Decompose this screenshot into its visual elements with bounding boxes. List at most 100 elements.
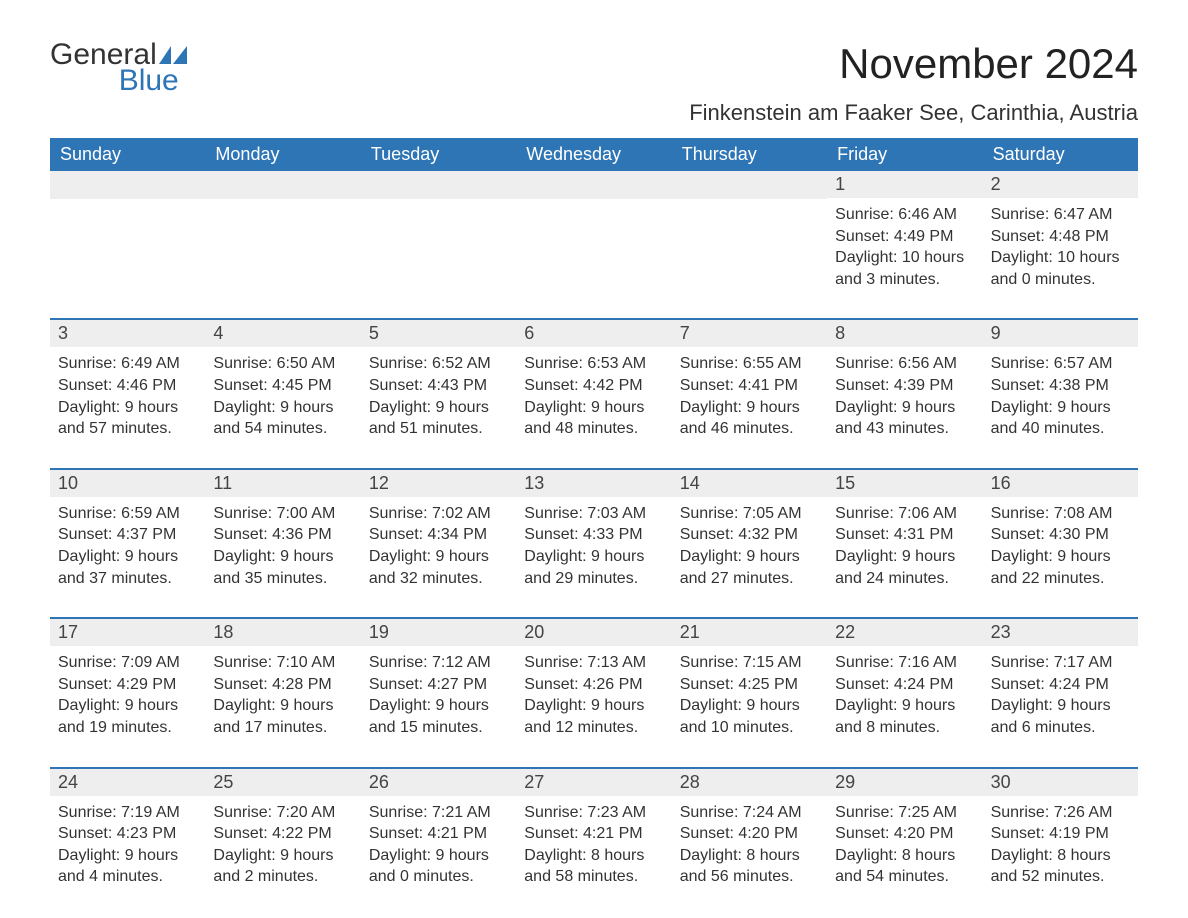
daylight-line: Daylight: 9 hours and 29 minutes.	[524, 546, 663, 589]
sunrise-line: Sunrise: 7:10 AM	[213, 652, 352, 674]
daylight-line: Daylight: 9 hours and 22 minutes.	[991, 546, 1130, 589]
logo-sail-icon	[159, 46, 187, 64]
day-details: Sunrise: 6:55 AMSunset: 4:41 PMDaylight:…	[672, 347, 827, 439]
dow-cell: Monday	[205, 138, 360, 171]
sunrise-line: Sunrise: 7:20 AM	[213, 802, 352, 824]
day-number: 30	[983, 769, 1138, 796]
daylight-line: Daylight: 10 hours and 0 minutes.	[991, 247, 1130, 290]
day-details: Sunrise: 6:57 AMSunset: 4:38 PMDaylight:…	[983, 347, 1138, 439]
calendar: SundayMondayTuesdayWednesdayThursdayFrid…	[50, 138, 1138, 888]
blank-cell	[516, 171, 671, 290]
sunrise-line: Sunrise: 7:09 AM	[58, 652, 197, 674]
day-cell: 6Sunrise: 6:53 AMSunset: 4:42 PMDaylight…	[516, 320, 671, 439]
day-cell: 17Sunrise: 7:09 AMSunset: 4:29 PMDayligh…	[50, 619, 205, 738]
day-details: Sunrise: 6:50 AMSunset: 4:45 PMDaylight:…	[205, 347, 360, 439]
day-cell: 28Sunrise: 7:24 AMSunset: 4:20 PMDayligh…	[672, 769, 827, 888]
daylight-line: Daylight: 9 hours and 19 minutes.	[58, 695, 197, 738]
day-number: 4	[205, 320, 360, 347]
sunset-line: Sunset: 4:39 PM	[835, 375, 974, 397]
day-number: 5	[361, 320, 516, 347]
sunrise-line: Sunrise: 6:57 AM	[991, 353, 1130, 375]
daylight-line: Daylight: 9 hours and 48 minutes.	[524, 397, 663, 440]
sunset-line: Sunset: 4:49 PM	[835, 226, 974, 248]
sunset-line: Sunset: 4:29 PM	[58, 674, 197, 696]
sunrise-line: Sunrise: 6:49 AM	[58, 353, 197, 375]
day-cell: 21Sunrise: 7:15 AMSunset: 4:25 PMDayligh…	[672, 619, 827, 738]
sunset-line: Sunset: 4:38 PM	[991, 375, 1130, 397]
daylight-line: Daylight: 9 hours and 17 minutes.	[213, 695, 352, 738]
day-details: Sunrise: 7:00 AMSunset: 4:36 PMDaylight:…	[205, 497, 360, 589]
day-details: Sunrise: 7:25 AMSunset: 4:20 PMDaylight:…	[827, 796, 982, 888]
day-cell: 7Sunrise: 6:55 AMSunset: 4:41 PMDaylight…	[672, 320, 827, 439]
daylight-line: Daylight: 9 hours and 40 minutes.	[991, 397, 1130, 440]
sunrise-line: Sunrise: 7:03 AM	[524, 503, 663, 525]
sunset-line: Sunset: 4:21 PM	[524, 823, 663, 845]
sunset-line: Sunset: 4:32 PM	[680, 524, 819, 546]
day-number: 23	[983, 619, 1138, 646]
daylight-line: Daylight: 9 hours and 54 minutes.	[213, 397, 352, 440]
dow-cell: Thursday	[672, 138, 827, 171]
dow-cell: Saturday	[983, 138, 1138, 171]
sunset-line: Sunset: 4:28 PM	[213, 674, 352, 696]
header: General Blue November 2024 Finkenstein a…	[50, 40, 1138, 130]
day-number: 2	[983, 171, 1138, 198]
day-cell: 15Sunrise: 7:06 AMSunset: 4:31 PMDayligh…	[827, 470, 982, 589]
day-number: 3	[50, 320, 205, 347]
day-number	[205, 171, 360, 199]
week-row: 10Sunrise: 6:59 AMSunset: 4:37 PMDayligh…	[50, 468, 1138, 589]
logo-text-blue: Blue	[119, 66, 179, 96]
day-number: 18	[205, 619, 360, 646]
blank-cell	[672, 171, 827, 290]
day-details: Sunrise: 7:16 AMSunset: 4:24 PMDaylight:…	[827, 646, 982, 738]
day-details: Sunrise: 6:49 AMSunset: 4:46 PMDaylight:…	[50, 347, 205, 439]
blank-cell	[361, 171, 516, 290]
day-number: 25	[205, 769, 360, 796]
logo: General Blue	[50, 40, 187, 96]
daylight-line: Daylight: 9 hours and 43 minutes.	[835, 397, 974, 440]
sunrise-line: Sunrise: 6:47 AM	[991, 204, 1130, 226]
sunset-line: Sunset: 4:25 PM	[680, 674, 819, 696]
daylight-line: Daylight: 8 hours and 54 minutes.	[835, 845, 974, 888]
day-cell: 13Sunrise: 7:03 AMSunset: 4:33 PMDayligh…	[516, 470, 671, 589]
day-details: Sunrise: 7:02 AMSunset: 4:34 PMDaylight:…	[361, 497, 516, 589]
sunrise-line: Sunrise: 7:21 AM	[369, 802, 508, 824]
sunrise-line: Sunrise: 6:59 AM	[58, 503, 197, 525]
sunset-line: Sunset: 4:42 PM	[524, 375, 663, 397]
daylight-line: Daylight: 9 hours and 0 minutes.	[369, 845, 508, 888]
day-number: 20	[516, 619, 671, 646]
daylight-line: Daylight: 9 hours and 32 minutes.	[369, 546, 508, 589]
sunrise-line: Sunrise: 7:12 AM	[369, 652, 508, 674]
dow-cell: Friday	[827, 138, 982, 171]
day-details: Sunrise: 6:46 AMSunset: 4:49 PMDaylight:…	[827, 198, 982, 290]
sunrise-line: Sunrise: 6:50 AM	[213, 353, 352, 375]
sunrise-line: Sunrise: 7:05 AM	[680, 503, 819, 525]
day-details: Sunrise: 7:26 AMSunset: 4:19 PMDaylight:…	[983, 796, 1138, 888]
sunset-line: Sunset: 4:24 PM	[835, 674, 974, 696]
sunrise-line: Sunrise: 7:15 AM	[680, 652, 819, 674]
day-number: 14	[672, 470, 827, 497]
day-details: Sunrise: 7:21 AMSunset: 4:21 PMDaylight:…	[361, 796, 516, 888]
sunrise-line: Sunrise: 7:16 AM	[835, 652, 974, 674]
sunset-line: Sunset: 4:33 PM	[524, 524, 663, 546]
sunrise-line: Sunrise: 6:53 AM	[524, 353, 663, 375]
week-row: 17Sunrise: 7:09 AMSunset: 4:29 PMDayligh…	[50, 617, 1138, 738]
sunrise-line: Sunrise: 7:08 AM	[991, 503, 1130, 525]
sunset-line: Sunset: 4:27 PM	[369, 674, 508, 696]
day-number: 1	[827, 171, 982, 198]
daylight-line: Daylight: 8 hours and 52 minutes.	[991, 845, 1130, 888]
day-number: 28	[672, 769, 827, 796]
day-number: 21	[672, 619, 827, 646]
sunrise-line: Sunrise: 7:00 AM	[213, 503, 352, 525]
day-details: Sunrise: 7:24 AMSunset: 4:20 PMDaylight:…	[672, 796, 827, 888]
day-cell: 24Sunrise: 7:19 AMSunset: 4:23 PMDayligh…	[50, 769, 205, 888]
day-cell: 25Sunrise: 7:20 AMSunset: 4:22 PMDayligh…	[205, 769, 360, 888]
day-details: Sunrise: 7:03 AMSunset: 4:33 PMDaylight:…	[516, 497, 671, 589]
day-cell: 2Sunrise: 6:47 AMSunset: 4:48 PMDaylight…	[983, 171, 1138, 290]
day-cell: 8Sunrise: 6:56 AMSunset: 4:39 PMDaylight…	[827, 320, 982, 439]
location-text: Finkenstein am Faaker See, Carinthia, Au…	[689, 100, 1138, 126]
day-cell: 9Sunrise: 6:57 AMSunset: 4:38 PMDaylight…	[983, 320, 1138, 439]
day-number: 8	[827, 320, 982, 347]
day-cell: 14Sunrise: 7:05 AMSunset: 4:32 PMDayligh…	[672, 470, 827, 589]
sunset-line: Sunset: 4:21 PM	[369, 823, 508, 845]
sunrise-line: Sunrise: 6:55 AM	[680, 353, 819, 375]
